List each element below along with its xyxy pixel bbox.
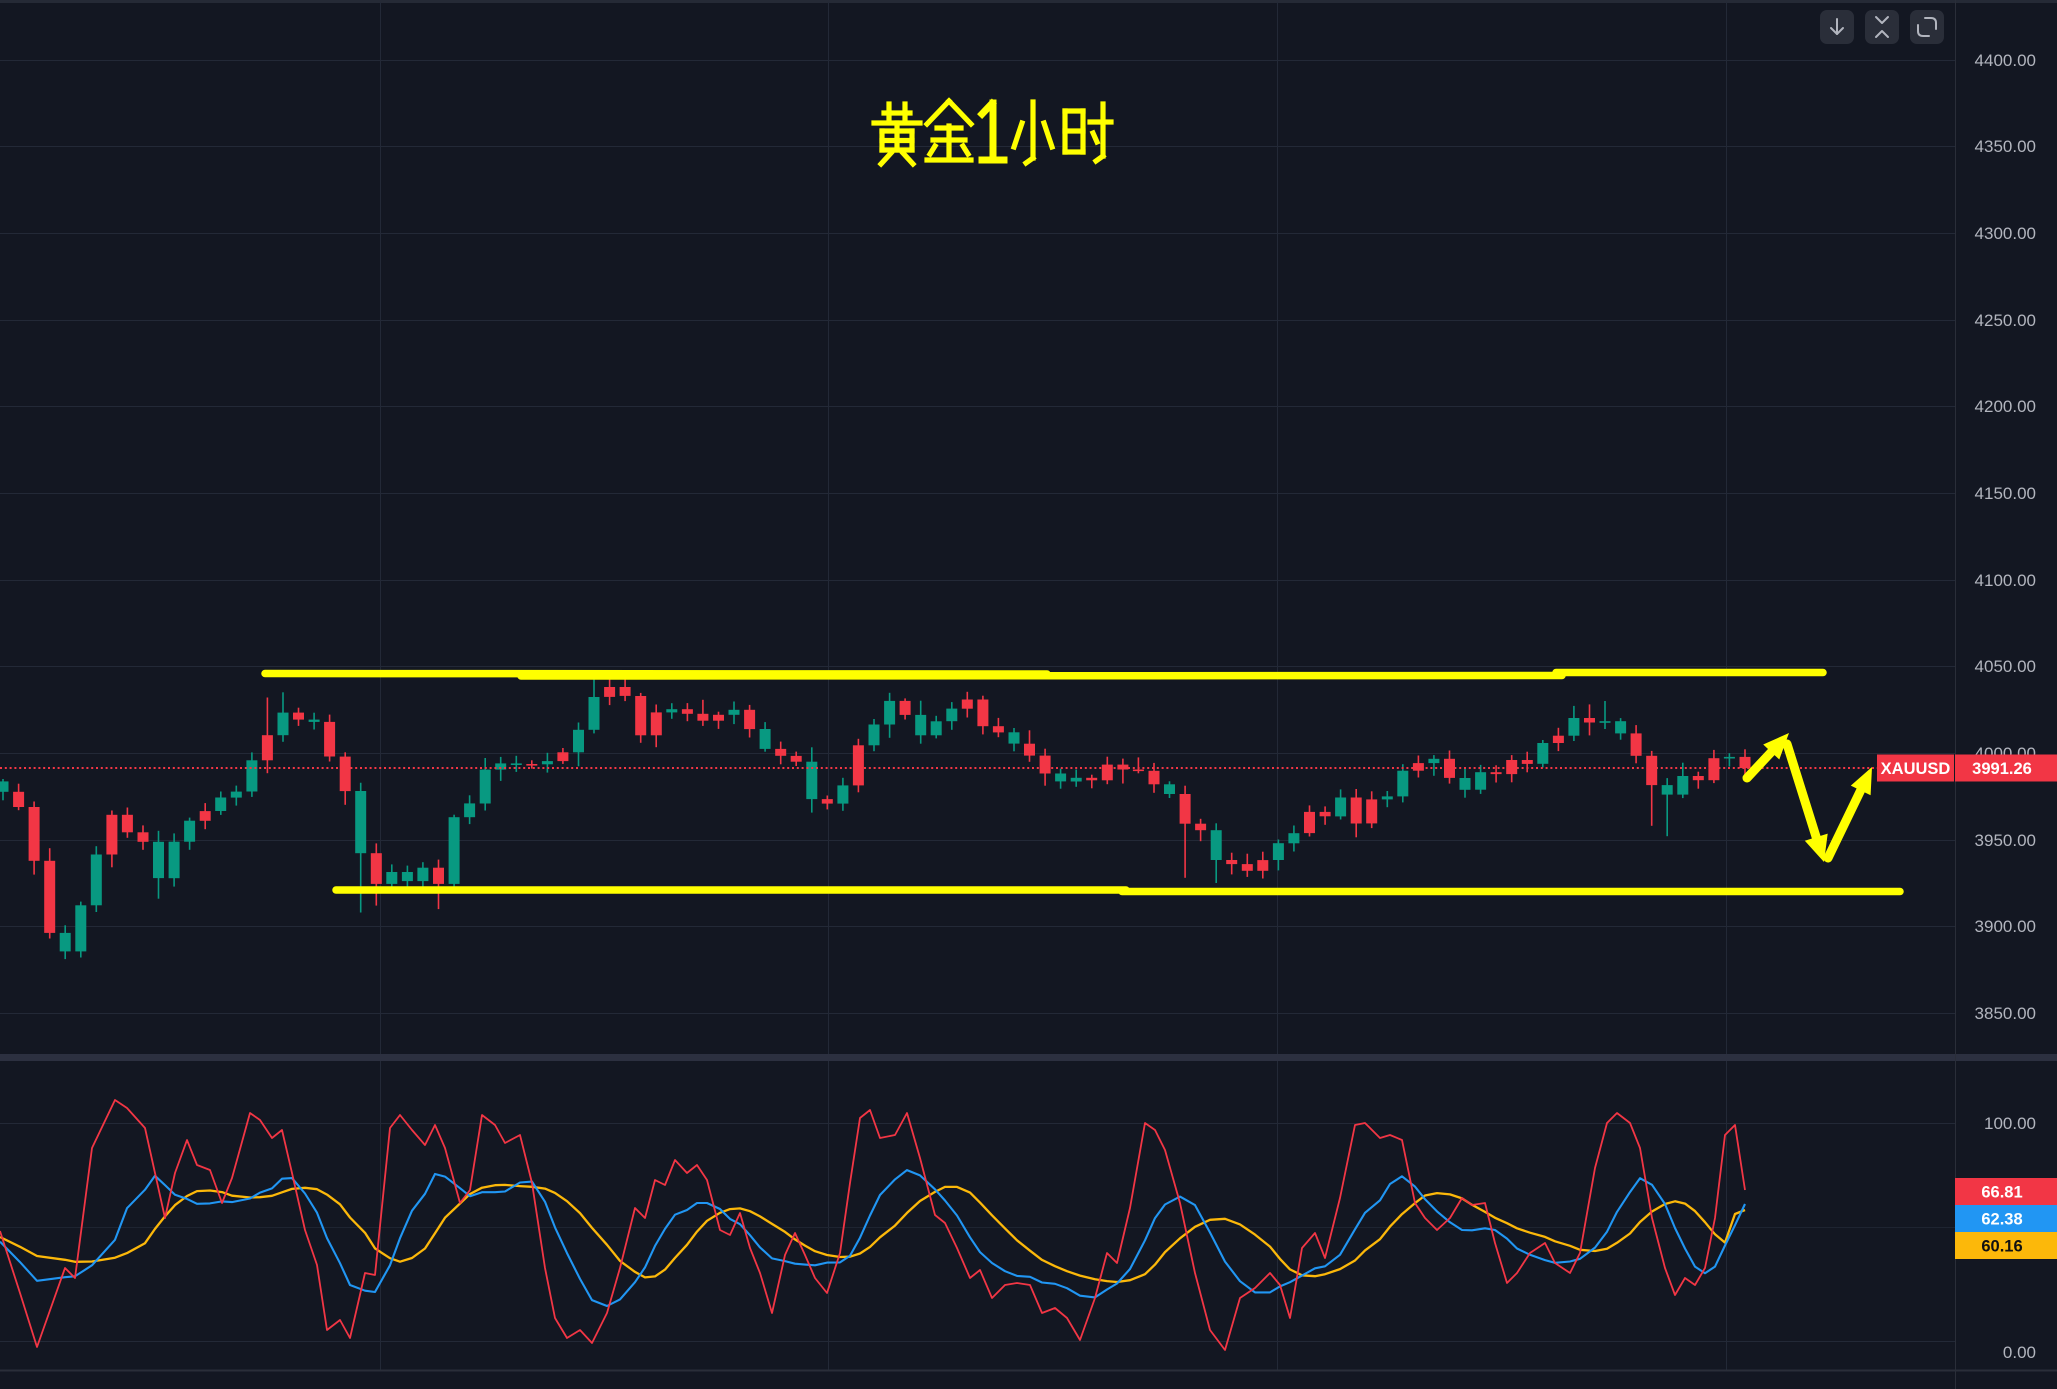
svg-text:4350.00: 4350.00: [1975, 137, 2036, 156]
svg-text:4200.00: 4200.00: [1975, 397, 2036, 416]
svg-text:XAUUSD: XAUUSD: [1881, 760, 1951, 778]
svg-text:4250.00: 4250.00: [1975, 311, 2036, 330]
svg-text:60.16: 60.16: [1981, 1238, 2022, 1256]
svg-text:62.38: 62.38: [1981, 1211, 2022, 1229]
svg-text:4100.00: 4100.00: [1975, 571, 2036, 590]
svg-text:4150.00: 4150.00: [1975, 484, 2036, 503]
svg-text:0.00: 0.00: [2003, 1343, 2036, 1362]
svg-text:3950.00: 3950.00: [1975, 831, 2036, 850]
svg-text:3991.26: 3991.26: [1972, 760, 2032, 778]
svg-text:4300.00: 4300.00: [1975, 224, 2036, 243]
svg-text:100.00: 100.00: [1984, 1114, 2036, 1133]
svg-text:3900.00: 3900.00: [1975, 917, 2036, 936]
svg-text:4400.00: 4400.00: [1975, 51, 2036, 70]
svg-text:66.81: 66.81: [1981, 1184, 2022, 1202]
svg-text:3850.00: 3850.00: [1975, 1004, 2036, 1023]
svg-text:4050.00: 4050.00: [1975, 657, 2036, 676]
